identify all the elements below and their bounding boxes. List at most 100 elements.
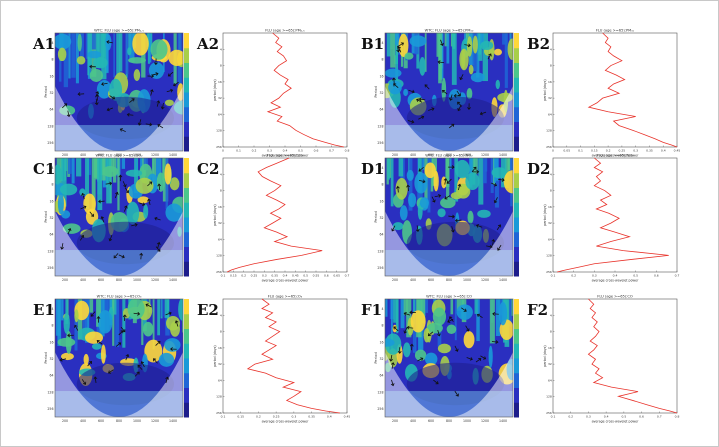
power-xlabel: average cross-wavelet power <box>262 279 310 283</box>
coherence-streak <box>91 158 96 211</box>
coherence-streak <box>509 299 512 327</box>
phase-arrow <box>60 243 64 250</box>
x-tick-label: 0.6 <box>654 274 659 278</box>
wtc-ytick-label: 32 <box>379 216 383 220</box>
x-tick-label: 0.4 <box>283 274 288 278</box>
phase-arrow <box>448 123 455 129</box>
wtc-ytick-label: 4 <box>51 166 53 170</box>
coherence-streak <box>451 33 457 85</box>
phase-arrow <box>476 313 483 318</box>
coherence-streak <box>97 158 103 211</box>
coherence-streak <box>141 299 144 345</box>
wtc-xtick-label: 200 <box>62 278 68 282</box>
wtc-ytick-label: 8 <box>381 183 383 187</box>
wtc-ytick-label: 64 <box>379 374 383 378</box>
phase-arrow <box>137 364 143 370</box>
wtc-xtick-label: 800 <box>116 153 122 157</box>
wtc-ytick-label: 128 <box>47 124 53 128</box>
phase-arrow <box>440 39 444 46</box>
x-tick-label: 0.3 <box>262 274 267 278</box>
power-line <box>587 32 678 148</box>
colorbar-segment <box>514 172 519 188</box>
colorbar-segment <box>514 187 519 203</box>
phase-arrow <box>94 98 99 106</box>
cone-of-influence <box>385 352 513 417</box>
coherence-patch <box>63 312 70 334</box>
coherence-patch <box>404 52 414 60</box>
panel-label-a1: A1 <box>33 35 56 53</box>
phase-arrow <box>118 254 125 259</box>
coherence-patch <box>466 87 473 100</box>
colorbar-segment <box>184 261 189 277</box>
wtc-xtick-label: 600 <box>98 278 104 282</box>
phase-arrow <box>396 185 400 193</box>
phase-arrow <box>147 198 151 205</box>
phase-arrow <box>124 187 130 194</box>
phase-arrow <box>174 320 179 327</box>
wtc-ytick-label: 8 <box>51 58 53 62</box>
phase-arrow <box>96 316 101 323</box>
x-tick-label: 0.3 <box>633 149 638 153</box>
phase-arrow <box>153 358 158 364</box>
phase-arrow <box>119 128 126 133</box>
coherence-patch <box>446 324 457 334</box>
x-tick-label: 0.6 <box>639 415 644 419</box>
wtc-ylabel: Period <box>44 211 48 222</box>
wtc-xtick-label: 200 <box>62 153 68 157</box>
phase-arrow <box>406 325 414 330</box>
phase-arrow <box>89 211 94 217</box>
coherence-patch <box>424 162 436 179</box>
panel-label-c2: C2 <box>197 160 220 178</box>
wtc-ytick-label: 8 <box>51 183 53 187</box>
x-tick-label: 0.5 <box>298 149 303 153</box>
coherence-streak <box>161 299 164 317</box>
coherence-streak <box>113 299 117 315</box>
coherence-patch <box>437 208 446 218</box>
wtc-xtick-label: 1400 <box>499 278 507 282</box>
x-tick-label: 0.45 <box>674 149 681 153</box>
wtc-ytick-label: 64 <box>49 108 53 112</box>
x-tick-label: 0.25 <box>619 149 626 153</box>
wtc-xtick-label: 600 <box>428 153 434 157</box>
x-tick-label: 0.1 <box>551 274 556 278</box>
panel-label-f1: F1 <box>361 301 383 319</box>
y-tick-label: 32 <box>218 362 222 366</box>
coherence-patch <box>472 35 478 54</box>
coherence-streak <box>424 33 427 72</box>
coherence-patch <box>144 339 163 363</box>
coherence-patch <box>424 352 438 366</box>
wtc-frame <box>384 32 514 152</box>
phase-arrow <box>446 178 452 184</box>
wtc-plot-a1: 10.90.80.70.60.50.40.30.20.10WTC: FLU (a… <box>44 29 189 157</box>
phase-arrow <box>493 197 498 204</box>
wtc-ytick-label: 32 <box>49 357 53 361</box>
power-line <box>246 298 340 414</box>
coherence-streak <box>122 299 126 348</box>
y-tick-label: 256 <box>216 145 222 149</box>
coherence-patch <box>408 192 417 208</box>
y-tick-label: 4 <box>550 172 552 176</box>
coherence-patch <box>74 309 79 323</box>
coherence-patch <box>398 33 409 58</box>
coherence-streak <box>79 33 84 61</box>
power-ylabel: period (days) <box>213 79 217 100</box>
coherence-streak <box>61 158 67 207</box>
coherence-patch <box>126 201 140 225</box>
wtc-ytick-label: 256 <box>47 141 53 145</box>
x-tick-label: 0.25 <box>273 415 280 419</box>
coherence-streak <box>510 158 513 180</box>
coherence-streak <box>135 158 138 171</box>
phase-arrow <box>126 112 134 117</box>
phase-arrow <box>134 371 140 377</box>
wtc-ylabel: Period <box>44 86 48 97</box>
coherence-streak <box>386 33 391 57</box>
coherence-patch <box>463 331 475 349</box>
phase-arrow <box>391 362 395 369</box>
wtc-xtick-label: 1000 <box>133 278 141 282</box>
phase-arrow <box>409 343 414 351</box>
wtc-title: WTC: FLU (age >=65):PM₂.₅ <box>94 29 144 33</box>
colorbar-segment <box>514 299 519 315</box>
coherence-streak <box>76 158 82 177</box>
wtc-xtick-label: 800 <box>446 153 452 157</box>
x-tick-label: 0.2 <box>571 274 576 278</box>
